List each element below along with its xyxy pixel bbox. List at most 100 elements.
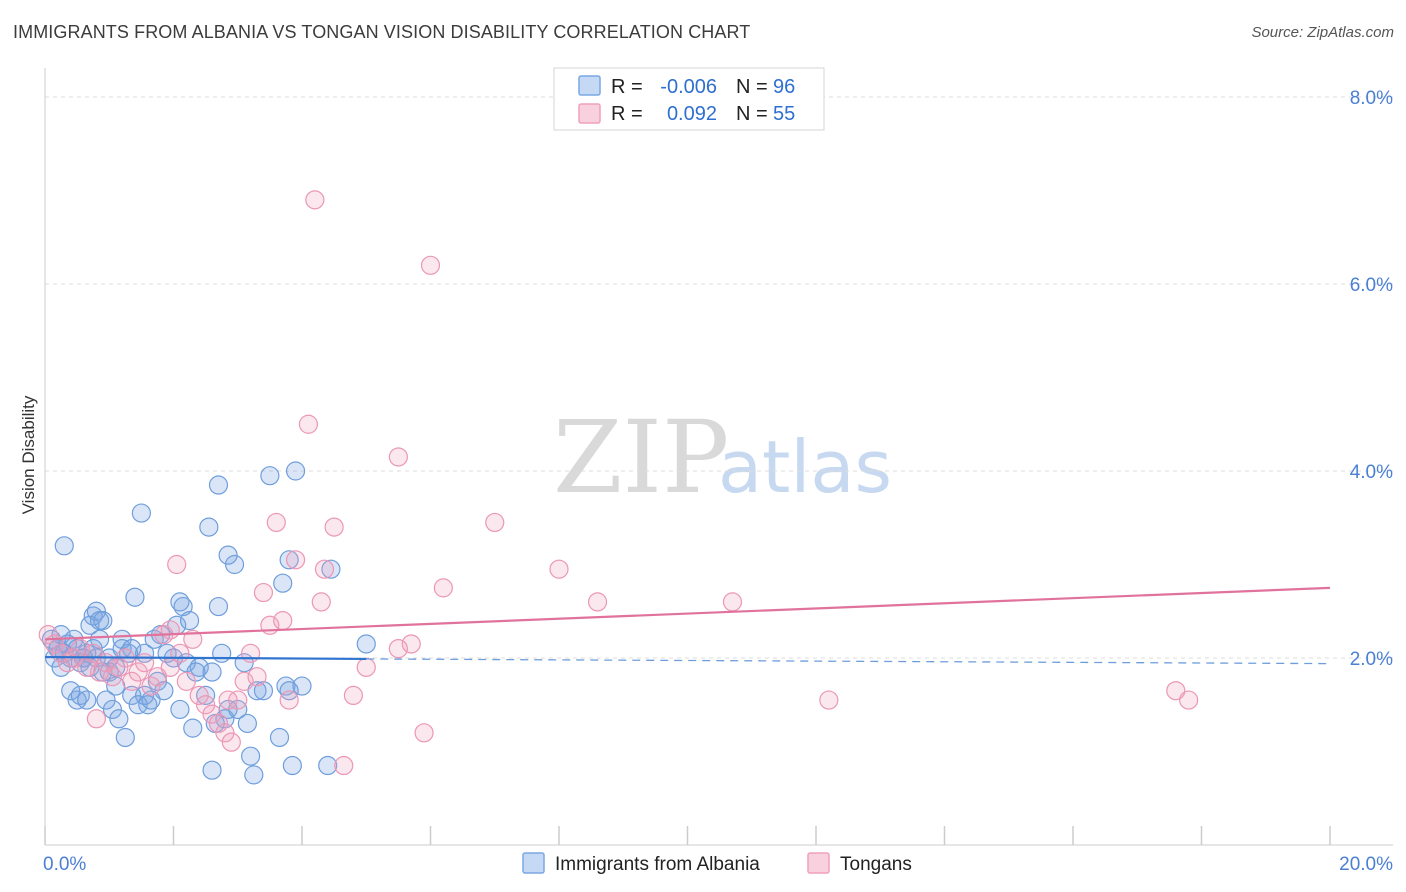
albania-point-34 <box>125 587 145 607</box>
tongans-point-41 <box>311 592 331 612</box>
watermark-atlas: atlas <box>718 425 892 509</box>
tongans-point-38 <box>285 550 306 570</box>
tongans-point-57 <box>167 554 187 575</box>
albania-point-76 <box>77 690 97 710</box>
tongans-point-61 <box>819 690 839 710</box>
tongans-point-30 <box>234 671 254 691</box>
tongans-point-10 <box>102 667 123 687</box>
albania-point-49 <box>202 662 222 682</box>
x-tick-labels: 0.0% 20.0% <box>43 854 1393 875</box>
albania-point-58 <box>253 681 274 701</box>
albania-point-74 <box>237 713 257 734</box>
albania-point-89 <box>321 559 341 579</box>
chart-title: IMMIGRANTS FROM ALBANIA VS TONGAN VISION… <box>13 22 751 42</box>
albania-trend-line <box>44 655 367 661</box>
series-tongans-points <box>38 190 1199 776</box>
legend-r-label-1: R = <box>611 76 643 98</box>
tongans-point-22 <box>183 629 203 649</box>
legend-n-value-2: 55 <box>773 103 795 125</box>
y-tick-label-2: 2.0% <box>1350 649 1393 670</box>
legend-r-label-2: R = <box>611 103 643 125</box>
y-tick-label-8: 8.0% <box>1350 88 1393 109</box>
tongans-point-58 <box>314 559 335 579</box>
albania-point-59 <box>260 466 280 486</box>
correlation-legend: R = -0.006 N = 96 R = 0.092 N = 55 <box>553 67 825 131</box>
tongans-point-25 <box>202 704 222 724</box>
bottom-legend-swatch-albania <box>522 852 545 874</box>
tongans-point-29 <box>228 690 248 710</box>
tongans-point-17 <box>147 667 168 687</box>
tongans-point-8 <box>90 662 110 682</box>
albania-point-63 <box>279 550 299 570</box>
tongans-point-31 <box>241 643 261 663</box>
tongans-point-45 <box>388 447 408 467</box>
tongans-point-43 <box>334 755 354 776</box>
albania-point-75 <box>244 765 264 785</box>
tongans-point-37 <box>279 690 299 710</box>
x-tick-label-20: 20.0% <box>1339 854 1393 875</box>
legend-swatch-pink <box>578 103 601 124</box>
albania-point-66 <box>292 676 312 696</box>
albania-point-57 <box>247 681 267 701</box>
series-legend: Immigrants from Albania Tongans <box>522 852 912 875</box>
albania-point-82 <box>128 695 148 715</box>
tongans-point-59 <box>218 690 238 710</box>
tongans-point-54 <box>1166 681 1186 701</box>
tongans-point-56 <box>86 709 107 729</box>
y-tick-label-6: 6.0% <box>1350 275 1393 296</box>
albania-point-64 <box>282 755 302 776</box>
albania-point-91 <box>356 634 376 654</box>
albania-point-80 <box>115 727 135 748</box>
tongans-point-28 <box>221 732 241 752</box>
albania-point-83 <box>141 690 161 710</box>
tongans-point-47 <box>414 723 434 743</box>
legend-n-value-1: 96 <box>773 76 795 98</box>
legend-swatch-blue <box>578 75 601 96</box>
tongans-point-46 <box>401 634 421 654</box>
tongans-point-15 <box>134 653 155 673</box>
albania-point-61 <box>273 573 293 593</box>
tongans-point-40 <box>305 190 325 210</box>
albania-point-90 <box>318 755 338 776</box>
tongans-point-21 <box>176 671 196 691</box>
albania-point-79 <box>109 709 129 729</box>
tongans-trend-line <box>44 586 1331 641</box>
y-axis-label: Vision Disability <box>19 395 38 514</box>
tongans-point-55 <box>1179 690 1199 710</box>
tongans-point-42 <box>324 517 344 537</box>
y-tick-label-4: 4.0% <box>1350 462 1393 483</box>
albania-trend-extension <box>366 658 1331 665</box>
albania-point-15 <box>90 629 110 649</box>
legend-n-label-1: N = <box>736 76 768 98</box>
albania-point-60 <box>269 727 290 748</box>
tongans-point-63 <box>356 657 376 677</box>
tongans-point-27 <box>215 723 235 743</box>
albania-point-87 <box>179 610 200 631</box>
albania-point-65 <box>285 461 306 481</box>
albania-point-53 <box>224 554 245 575</box>
tongans-point-16 <box>141 676 161 696</box>
tongans-point-51 <box>549 559 569 579</box>
albania-point-20 <box>54 536 74 556</box>
albania-point-77 <box>96 690 116 710</box>
albania-point-78 <box>102 699 123 720</box>
tongans-point-53 <box>722 592 743 612</box>
albania-point-81 <box>122 685 142 706</box>
tongans-point-24 <box>196 695 216 715</box>
grid-lines <box>45 96 1393 659</box>
albania-point-68 <box>218 545 238 565</box>
x-tick-label-0: 0.0% <box>43 854 86 875</box>
tongans-point-39 <box>298 414 319 434</box>
y-tick-labels: 2.0% 4.0% 6.0% 8.0% <box>1350 88 1393 670</box>
tongans-point-52 <box>587 592 608 612</box>
tongans-point-62 <box>388 639 408 659</box>
albania-point-73 <box>212 643 232 663</box>
legend-r-value-2: 0.092 <box>667 103 717 125</box>
tongans-point-32 <box>247 667 267 687</box>
tongans-point-48 <box>420 255 441 275</box>
albania-point-21 <box>61 681 81 701</box>
albania-point-71 <box>202 760 222 780</box>
axes <box>44 68 1393 846</box>
albania-point-69 <box>199 517 219 537</box>
